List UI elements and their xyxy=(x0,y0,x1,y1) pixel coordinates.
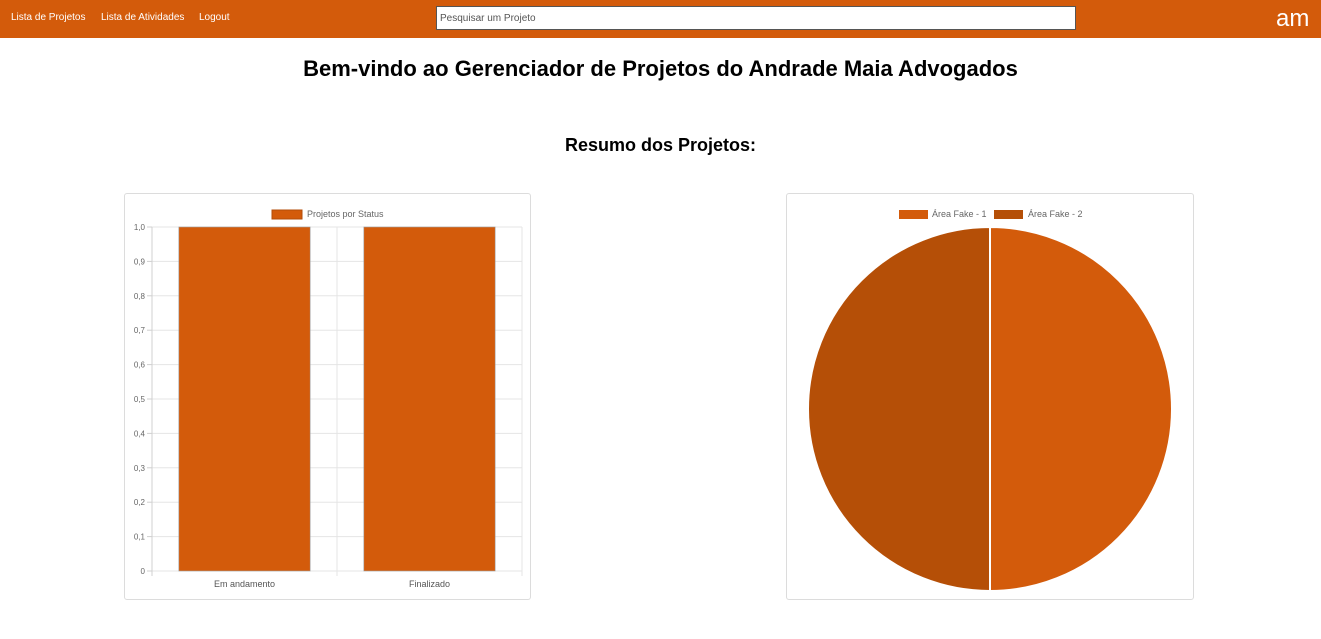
y-tick-label: 0,3 xyxy=(134,464,146,473)
bar-em-andamento xyxy=(178,226,311,572)
search-input[interactable] xyxy=(436,6,1076,30)
nav-link-projects[interactable]: Lista de Projetos xyxy=(11,12,86,23)
y-tick-label: 0,2 xyxy=(134,498,146,507)
y-tick-label: 0 xyxy=(141,567,146,576)
y-tick-label: 0,4 xyxy=(134,429,146,438)
nav-link-logout[interactable]: Logout xyxy=(199,12,230,23)
company-logo[interactable]: am xyxy=(1276,6,1314,30)
y-tick-label: 1,0 xyxy=(134,223,146,232)
logo-text: am xyxy=(1276,6,1309,30)
page-title: Bem-vindo ao Gerenciador de Projetos do … xyxy=(303,56,1018,81)
summary-title: Resumo dos Projetos: xyxy=(564,135,757,155)
pie-slice-area-2 xyxy=(807,225,991,593)
bar-chart-card: Projetos por Status 0 0,1 0,2 0,3 0,4 0,5 0,6 0,… xyxy=(124,193,531,600)
y-tick-label: 0,6 xyxy=(134,361,146,370)
y-tick-label: 0,7 xyxy=(134,326,146,335)
projects-by-status-chart: Projetos por Status 0 0,1 0,2 0,3 0,4 0,5 0,6 0,… xyxy=(134,209,523,589)
top-navbar: Lista de Projetos Lista de Atividades Lo… xyxy=(0,0,1321,38)
bar-legend: Projetos por Status xyxy=(271,209,384,220)
pie-slice-area-1 xyxy=(989,225,1173,593)
legend-swatch-status xyxy=(271,209,303,220)
legend-label-status: Projetos por Status xyxy=(307,209,384,219)
bar-finalizado xyxy=(363,226,496,572)
nav-link-activities[interactable]: Lista de Atividades xyxy=(101,12,185,23)
pie-legend: Área Fake - 1 Área Fake - 2 xyxy=(899,209,1083,219)
x-tick-label: Em andamento xyxy=(214,579,275,589)
legend-swatch-area-2 xyxy=(994,210,1023,219)
pie-chart-card: Área Fake - 1 Área Fake - 2 xyxy=(786,193,1194,600)
legend-swatch-area-1 xyxy=(899,210,928,219)
y-tick-label: 0,5 xyxy=(134,395,146,404)
x-tick-label: Finalizado xyxy=(409,579,450,589)
y-tick-label: 0,9 xyxy=(134,257,146,266)
legend-label-area-1: Área Fake - 1 xyxy=(932,209,987,219)
projects-by-area-chart: Área Fake - 1 Área Fake - 2 xyxy=(807,209,1173,593)
y-tick-label: 0,8 xyxy=(134,292,146,301)
y-tick-label: 0,1 xyxy=(134,533,146,542)
legend-label-area-2: Área Fake - 2 xyxy=(1028,209,1083,219)
